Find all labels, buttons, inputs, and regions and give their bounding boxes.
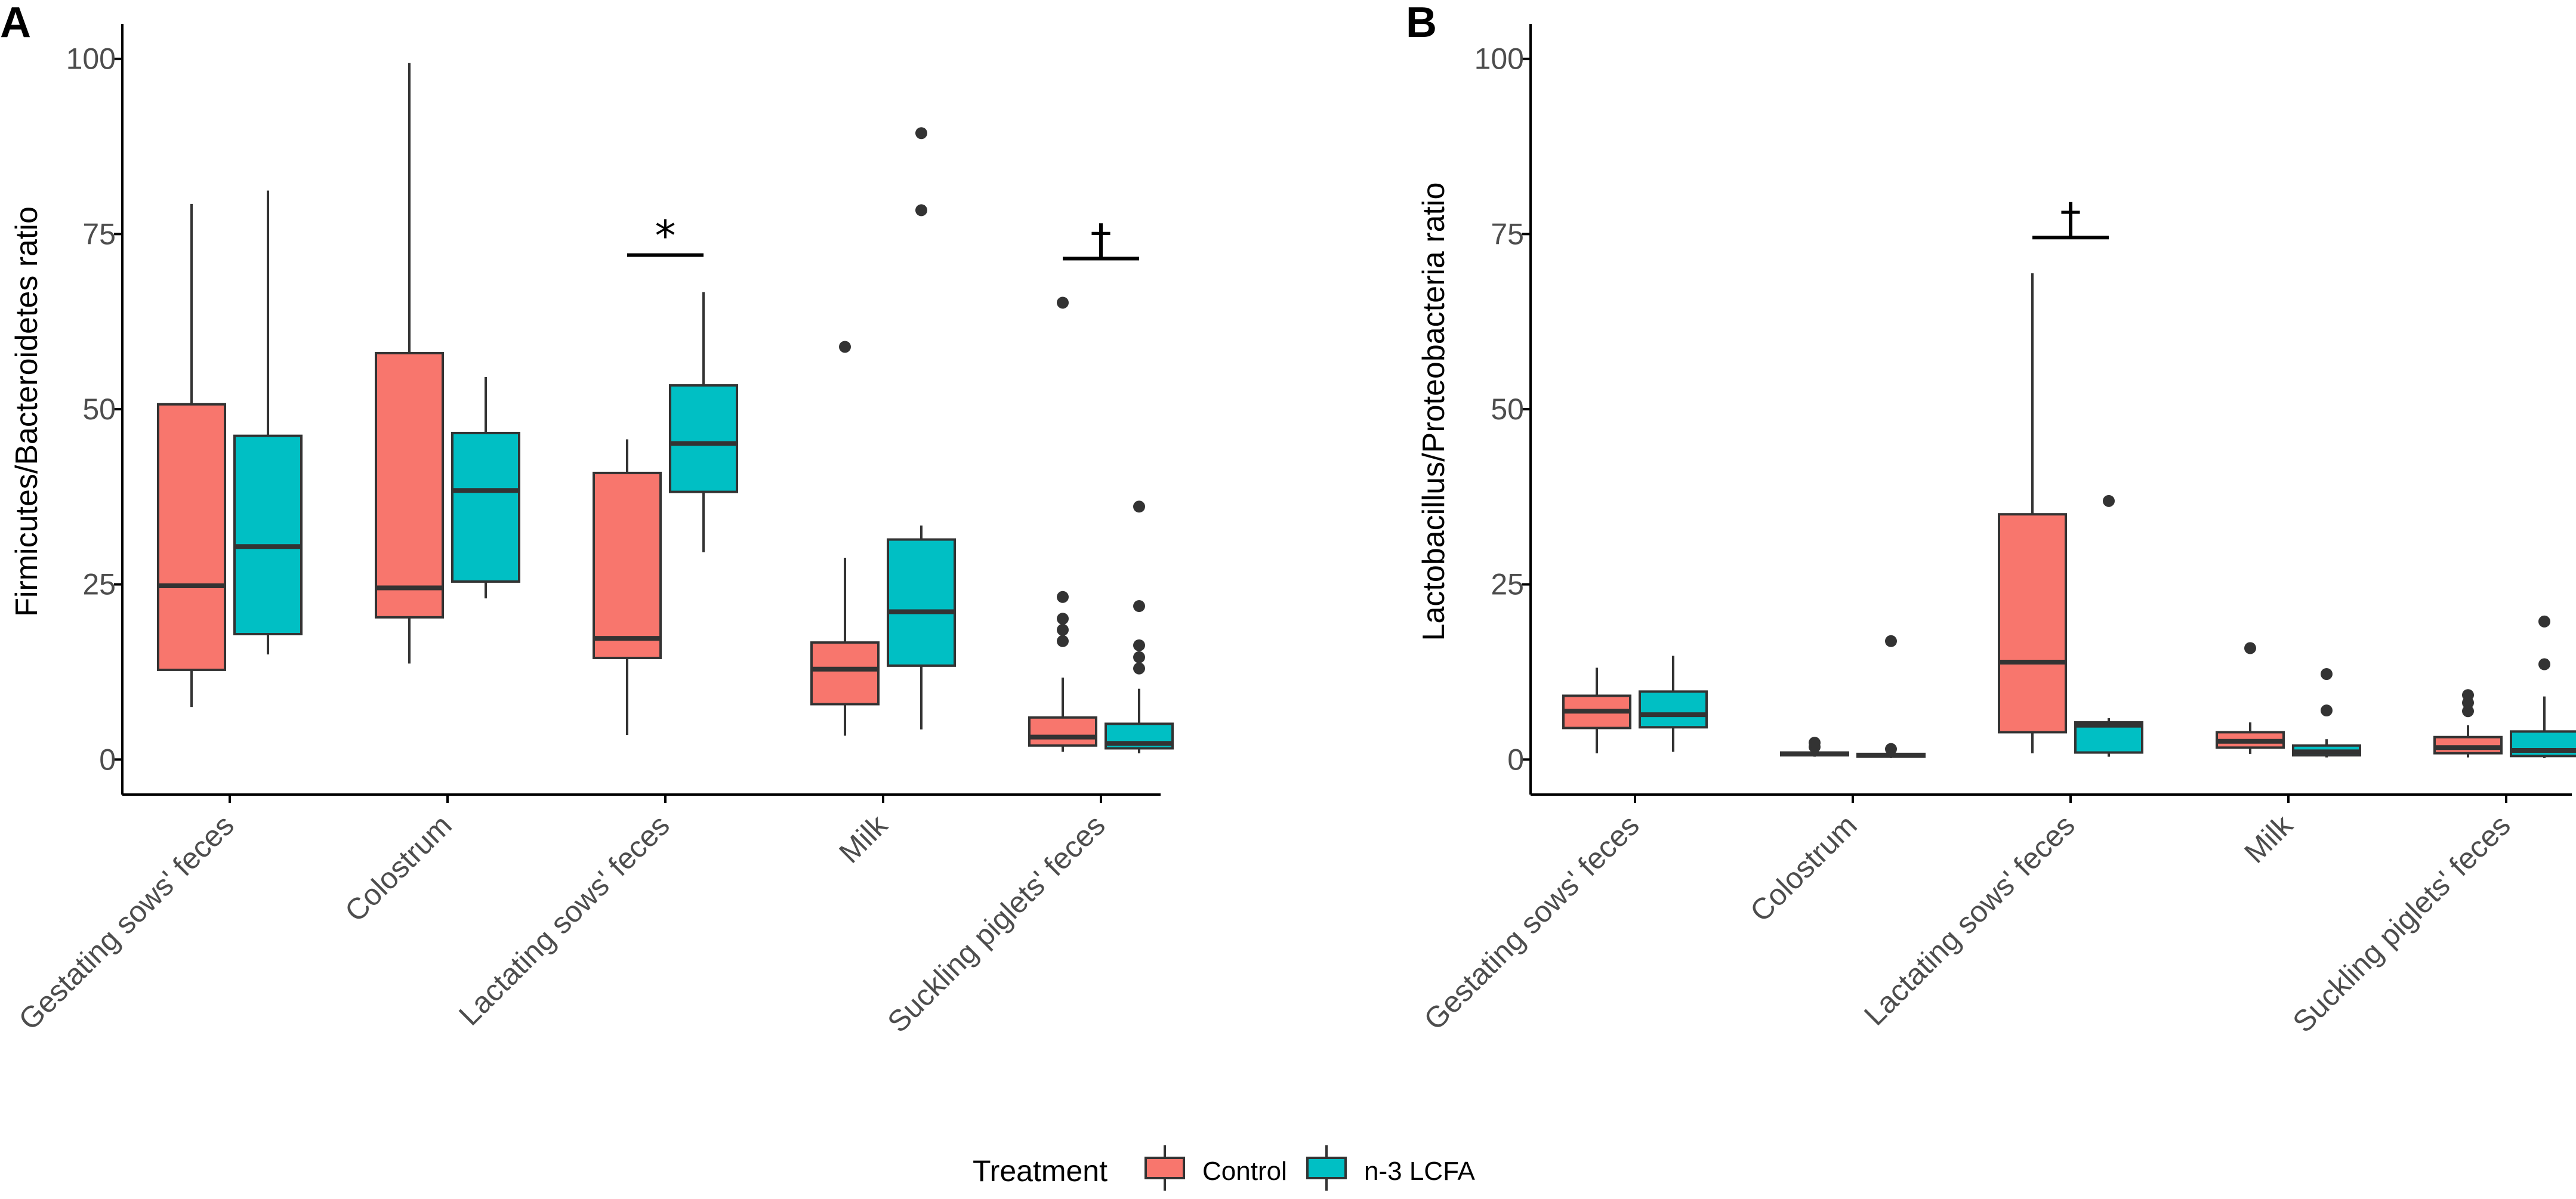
iqr-box — [375, 352, 444, 619]
outlier-point — [2462, 689, 2474, 702]
iqr-box — [1998, 513, 2067, 734]
panel-a-box-control — [810, 341, 880, 736]
panel-a-box-control — [593, 439, 662, 736]
panel-a-plot-area: 0 25 50 75 100 Gestating sows' feces Colostrum… — [12, 24, 1174, 1039]
panel-b-significance-label: † — [2060, 194, 2081, 243]
legend-label-n3-lcfa: n-3 LCFA — [1364, 1157, 1476, 1186]
iqr-box — [451, 431, 520, 583]
panel-a: A Firmicutes/Bacteroidetes ratio 0 25 50 75… — [0, 0, 1174, 1039]
outlier-point — [1133, 639, 1145, 651]
panel-a-y-axis-title: Firmicutes/Bacteroidetes ratio — [10, 206, 44, 617]
outlier-point — [1057, 296, 1069, 309]
panel-a-tag: A — [0, 0, 31, 47]
panel-a-x-tick-label: Lactating sows' feces — [452, 808, 676, 1032]
iqr-box — [157, 403, 226, 671]
panel-a-y-tick-label: 25 — [82, 568, 116, 601]
panel-a-box-control — [375, 63, 444, 664]
panel-b-box-control — [1562, 668, 1631, 753]
panel-b-y-tick-label: 50 — [1491, 393, 1524, 426]
outlier-point — [1057, 623, 1069, 636]
outlier-point — [1057, 613, 1069, 625]
outlier-point — [1885, 635, 1897, 647]
panel-b-box-control — [1998, 273, 2067, 753]
outlier-point — [2462, 705, 2474, 718]
panel-a-box-control — [1028, 296, 1097, 752]
outlier-point — [915, 127, 927, 140]
panel-b-y-tick-label: 25 — [1491, 568, 1524, 601]
panel-a-y-tick-label: 50 — [82, 393, 116, 426]
panel-a-significance-label: † — [1091, 215, 1112, 264]
legend-key-n3-lcfa — [1306, 1145, 1347, 1191]
outlier-point — [1133, 600, 1145, 613]
iqr-box — [1639, 690, 1708, 729]
iqr-box — [810, 641, 880, 706]
outlier-point — [1809, 737, 1821, 749]
iqr-box — [1028, 716, 1097, 747]
outlier-point — [915, 204, 927, 217]
panel-a-y-tick-label: 100 — [66, 42, 116, 76]
legend: Treatment Control n-3 LCFA — [973, 1145, 1476, 1191]
panel-b-box-control — [2433, 689, 2503, 758]
panel-b-y-tick-label: 75 — [1491, 217, 1524, 251]
panel-b-box-n3-lcfa — [1856, 635, 1926, 758]
panel-a-significance-label: * — [655, 212, 676, 261]
iqr-box — [887, 538, 956, 667]
panel-a-y-tick-label: 75 — [82, 217, 116, 251]
panel-b-tag: B — [1406, 0, 1437, 47]
panel-b-y-tick-label: 100 — [1474, 42, 1524, 76]
panel-a-box-n3-lcfa — [669, 292, 738, 552]
panel-a-box-n3-lcfa — [233, 190, 303, 655]
panel-b-x-tick-label: Colostrum — [1744, 808, 1864, 928]
iqr-box — [2433, 736, 2503, 755]
panel-a-x-tick-label: Colostrum — [338, 808, 458, 928]
panel-b-x-tick-label: Suckling piglets' feces — [2286, 808, 2516, 1039]
panel-b: B Lactobacillus/Proteobacteria ratio 0 25… — [1406, 0, 2576, 1039]
panel-a-x-tick-label: Suckling piglets' feces — [881, 808, 1111, 1039]
panel-b-plot-area: 0 25 50 75 100 Gestating sows' feces Colostrum… — [1417, 24, 2576, 1039]
panel-b-box-control — [2216, 642, 2285, 754]
outlier-point — [1133, 662, 1145, 675]
panel-b-box-n3-lcfa — [1639, 656, 1708, 752]
outlier-point — [1057, 635, 1069, 647]
outlier-point — [1133, 651, 1145, 663]
panel-a-box-n3-lcfa — [1105, 500, 1174, 753]
outlier-point — [2321, 704, 2333, 717]
legend-label-control: Control — [1202, 1157, 1287, 1186]
iqr-box — [669, 384, 738, 493]
outlier-point — [1057, 591, 1069, 603]
legend-title: Treatment — [973, 1154, 1107, 1188]
outlier-point — [2244, 642, 2256, 654]
iqr-box — [233, 434, 303, 636]
outlier-point — [1885, 743, 1897, 755]
outlier-point — [2538, 615, 2550, 628]
outlier-point — [2103, 495, 2115, 507]
outlier-point — [2538, 658, 2550, 670]
panel-a-box-n3-lcfa — [451, 376, 520, 599]
outlier-point — [2321, 668, 2333, 680]
panel-b-box-n3-lcfa — [2074, 495, 2143, 757]
panel-a-x-tick-label: Milk — [832, 808, 894, 869]
panel-b-x-tick-label: Gestating sows' feces — [1417, 808, 1645, 1036]
panel-a-x-tick-label: Gestating sows' feces — [12, 808, 240, 1036]
panel-a-box-n3-lcfa — [887, 127, 956, 730]
panel-b-y-tick-label: 0 — [1507, 743, 1524, 776]
panel-b-x-tick-label: Milk — [2238, 808, 2299, 869]
panel-a-y-tick-label: 0 — [99, 743, 116, 776]
panel-b-box-n3-lcfa — [2510, 615, 2576, 758]
panel-b-box-control — [1780, 737, 1849, 757]
outlier-point — [839, 341, 851, 353]
iqr-box — [593, 471, 662, 659]
panel-a-box-control — [157, 203, 226, 707]
panel-b-y-axis-title: Lactobacillus/Proteobacteria ratio — [1417, 183, 1451, 641]
outlier-point — [1133, 500, 1145, 513]
legend-key-control — [1144, 1145, 1185, 1191]
panel-b-box-n3-lcfa — [2292, 668, 2361, 758]
panel-b-x-tick-label: Lactating sows' feces — [1858, 808, 2081, 1032]
